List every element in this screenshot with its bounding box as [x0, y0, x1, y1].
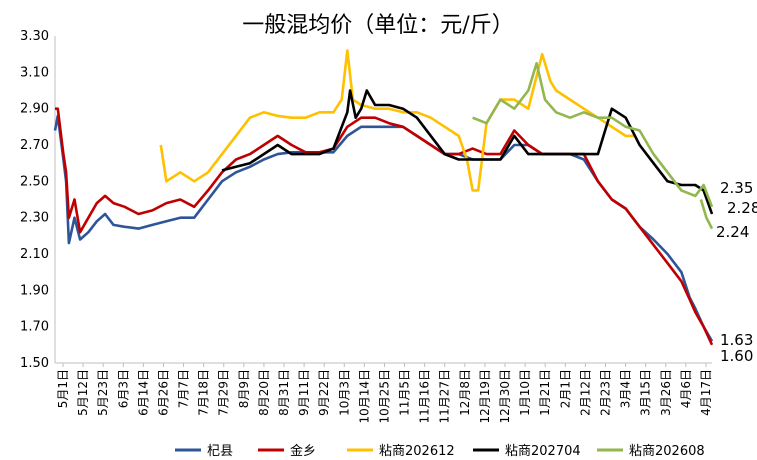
series-line-1 [55, 107, 714, 346]
y-tick-label: 2.30 [20, 211, 49, 226]
x-tick-label: 7月18日 [197, 369, 211, 416]
x-tick-label: 8月20日 [257, 369, 271, 416]
series-line-5 [699, 199, 714, 230]
x-tick-label: 10月14日 [357, 369, 371, 424]
legend-label: 粘商202704 [505, 444, 581, 459]
series-line-2 [159, 49, 635, 192]
series-line-4 [472, 62, 714, 208]
x-axis: 5月1日 5月12日 5月23日 6月3日 6月14日 6月26日 7月7日 7月18日 7月2… [55, 362, 713, 424]
y-tick-label: 2.90 [20, 102, 49, 117]
y-tick-label: 1.70 [20, 320, 49, 335]
x-tick-label: 10月3日 [337, 369, 351, 416]
x-tick-label: 2月1日 [558, 369, 572, 408]
y-tick-label: 3.10 [20, 65, 49, 80]
x-tick-label: 9月11日 [297, 369, 311, 416]
x-tick-label: 12月30日 [498, 369, 512, 424]
x-tick-label: 3月26日 [659, 369, 673, 416]
x-tick-label: 7月7日 [177, 369, 191, 408]
x-tick-label: 4月17日 [699, 369, 713, 416]
x-tick-label: 11月27日 [438, 369, 452, 424]
x-tick-label: 5月12日 [76, 369, 90, 416]
end-labels: 1.60 2.28 2.35 2.24 1.63 [716, 179, 757, 365]
legend-label: 粘商202608 [629, 444, 705, 459]
legend: 杞县 金乡 粘商202612 粘商202704 粘商202608 [175, 443, 705, 459]
x-tick-label: 12月8日 [458, 369, 472, 416]
legend-label: 杞县 [207, 444, 233, 459]
x-tick-label: 4月6日 [679, 369, 693, 408]
y-tick-label: 3.30 [20, 29, 49, 44]
x-tick-label: 6月3日 [116, 369, 130, 408]
y-tick-label: 1.50 [20, 356, 49, 371]
y-axis: 1.50 1.70 1.90 2.10 2.30 2.50 2.70 2.90 3.10 3.30 [20, 29, 56, 371]
x-tick-label: 8月9日 [237, 369, 251, 408]
x-tick-label: 6月26日 [156, 369, 170, 416]
end-label: 2.24 [716, 223, 749, 241]
y-tick-label: 1.90 [20, 283, 49, 298]
series-line-0 [53, 114, 714, 342]
series-layer [53, 49, 714, 346]
end-label: 1.60 [720, 347, 753, 365]
x-tick-label: 11月16日 [418, 369, 432, 424]
x-tick-label: 11月5日 [398, 369, 412, 416]
x-tick-label: 12月19日 [478, 369, 492, 424]
legend-label: 金乡 [290, 443, 316, 459]
x-tick-label: 1月10日 [518, 369, 532, 416]
y-tick-label: 2.50 [20, 174, 49, 189]
y-tick-label: 2.10 [20, 247, 49, 262]
series-line-3 [221, 89, 714, 215]
x-tick-label: 10月25日 [377, 369, 391, 424]
x-tick-label: 2月23日 [598, 369, 612, 416]
x-tick-label: 5月23日 [96, 369, 110, 416]
x-tick-label: 7月29日 [217, 369, 231, 416]
x-tick-label: 5月1日 [56, 369, 70, 408]
legend-label: 粘商202612 [379, 444, 455, 459]
end-label: 1.63 [720, 331, 753, 349]
x-tick-label: 3月4日 [619, 369, 633, 408]
y-tick-label: 2.70 [20, 138, 49, 153]
chart-title: 一般混均价（单位：元/斤） [242, 13, 513, 38]
x-tick-label: 6月14日 [136, 369, 150, 416]
end-label: 2.28 [727, 199, 757, 217]
x-tick-label: 3月15日 [639, 369, 653, 416]
x-tick-label: 1月21日 [538, 369, 552, 416]
x-tick-label: 8月31日 [277, 369, 291, 416]
x-tick-label: 2月12日 [578, 369, 592, 416]
x-tick-label: 9月22日 [317, 369, 331, 416]
end-label: 2.35 [720, 179, 753, 197]
